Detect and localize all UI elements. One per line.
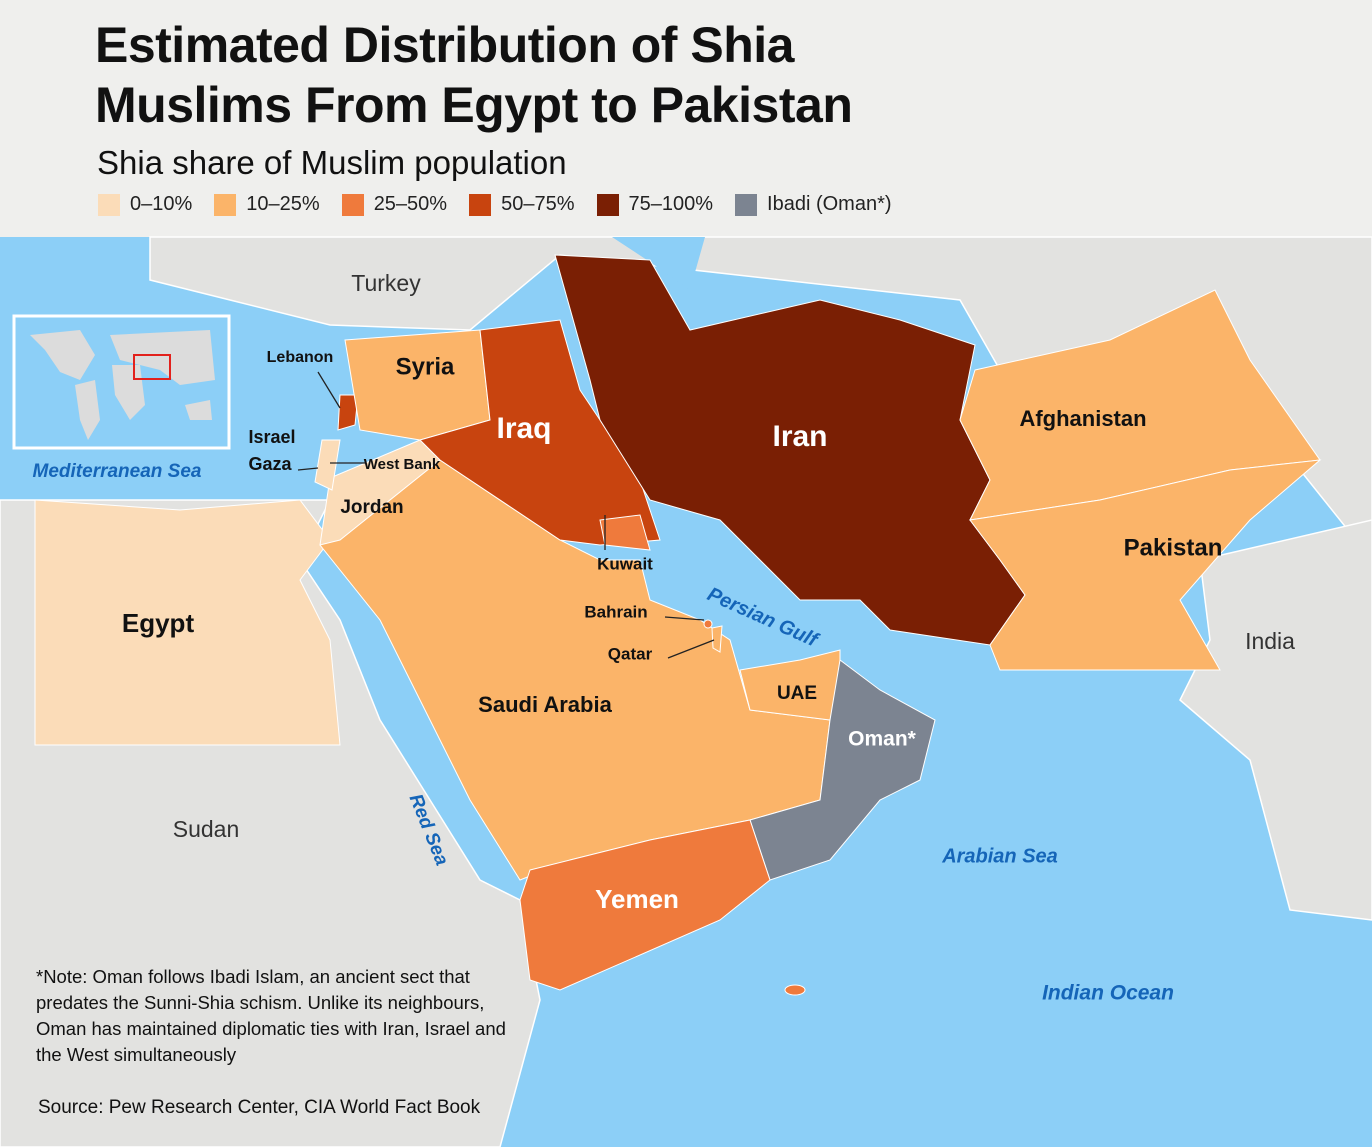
- region-label: Oman*: [848, 728, 917, 751]
- legend-swatch: [341, 193, 364, 216]
- legend-item: 50–75%: [469, 193, 575, 216]
- legend-swatch: [98, 193, 120, 216]
- legend-item: Ibadi (Oman*): [735, 193, 892, 216]
- country: [519, 819, 771, 991]
- legend-item: 75–100%: [596, 193, 714, 216]
- region-label: Bahrain: [584, 602, 647, 621]
- region-label: West Bank: [364, 456, 441, 473]
- note: *Note: Oman follows Ibadi Islam, an anci…: [36, 966, 506, 1065]
- legend-label: 0–10%: [130, 193, 193, 215]
- country: [319, 439, 441, 546]
- inset-highlight: [133, 354, 171, 380]
- region-label: Afghanistan: [1019, 406, 1146, 431]
- inset-land: [30, 330, 95, 380]
- region-label: Saudi Arabia: [478, 692, 612, 717]
- inset-land: [110, 330, 215, 385]
- source: Source: Pew Research Center, CIA World F…: [38, 1097, 481, 1118]
- land: [149, 236, 1372, 562]
- region-label: Syria: [396, 353, 455, 380]
- region-label: Kuwait: [597, 554, 653, 573]
- region-label: Lebanon: [267, 349, 334, 366]
- legend-label: 10–25%: [246, 193, 320, 215]
- region-label: UAE: [777, 683, 817, 704]
- region-label: Iraq: [496, 412, 551, 445]
- leader-line: [667, 639, 715, 659]
- country: [344, 329, 491, 441]
- legend-swatch: [735, 193, 758, 216]
- legend-item: 25–50%: [341, 193, 448, 216]
- caspian-sea: [612, 237, 705, 290]
- sea-label: Arabian Sea: [941, 845, 1058, 867]
- island: [784, 984, 806, 996]
- country: [703, 619, 713, 629]
- place-label: Sudan: [173, 816, 240, 842]
- legend-swatch: [596, 193, 619, 216]
- region-label: Iran: [772, 420, 827, 453]
- country: [749, 659, 936, 881]
- region-label: Gaza: [248, 454, 292, 474]
- leader-line: [664, 616, 705, 621]
- legend-swatch: [214, 193, 237, 216]
- region-label: Qatar: [608, 644, 653, 663]
- legend-item: 0–10%: [98, 193, 192, 216]
- region-label: Yemen: [595, 884, 679, 914]
- legend-label: 75–100%: [628, 193, 714, 215]
- country: [599, 514, 651, 551]
- inset-land: [185, 400, 212, 420]
- region-label: Pakistan: [1124, 534, 1223, 561]
- inset-land: [75, 380, 100, 440]
- legend-item: 10–25%: [214, 193, 320, 216]
- title: Estimated Distribution of Shia: [95, 17, 794, 73]
- subtitle: Shia share of Muslim population: [97, 144, 567, 181]
- leader-line: [297, 467, 319, 471]
- sea-label: Indian Ocean: [1042, 982, 1174, 1005]
- leader-lines: [297, 371, 715, 659]
- region-label: Egypt: [122, 608, 195, 638]
- place-label: India: [1245, 628, 1295, 654]
- country: [969, 459, 1322, 671]
- country: [337, 394, 359, 431]
- legend-label: 50–75%: [501, 193, 575, 215]
- legend-swatch: [469, 193, 492, 216]
- region-label: Jordan: [340, 497, 403, 518]
- place-label: Turkey: [351, 270, 421, 296]
- region-label: Israel: [248, 427, 295, 447]
- legend-label: 25–50%: [373, 193, 448, 215]
- sea-label: Mediterranean Sea: [33, 461, 202, 482]
- legend-label: Ibadi (Oman*): [767, 193, 892, 215]
- leader-line: [317, 371, 341, 409]
- legend: 0–10% 10–25% 25–50% 50–75% 75–100% Ibadi (Oma…: [98, 193, 892, 216]
- country: [34, 499, 341, 746]
- title: Muslims From Egypt to Pakistan: [95, 77, 853, 133]
- country: [711, 625, 723, 653]
- inset-map: [12, 314, 231, 450]
